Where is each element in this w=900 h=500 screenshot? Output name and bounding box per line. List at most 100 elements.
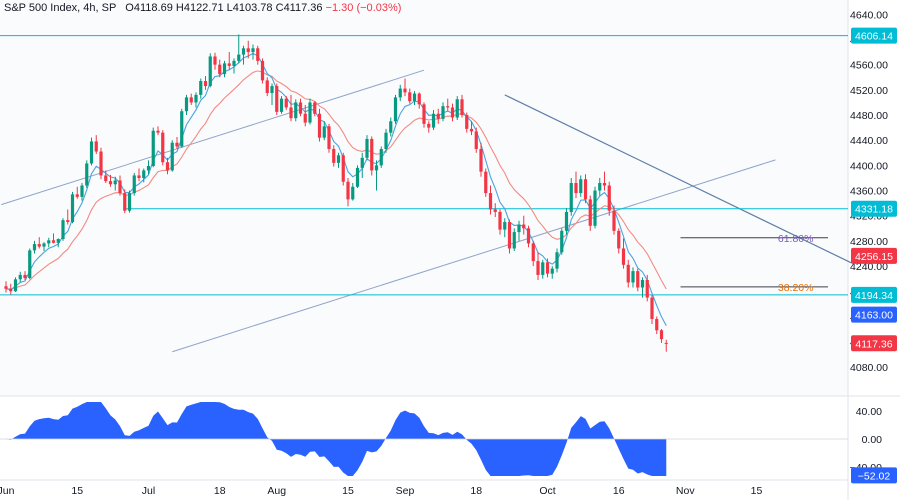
- candle: [308, 98, 312, 125]
- candle: [104, 170, 108, 184]
- candle: [94, 135, 98, 155]
- candle: [289, 94, 293, 122]
- candle-body: [94, 141, 98, 152]
- candle: [18, 271, 22, 283]
- close-label: C: [275, 2, 284, 14]
- candle: [436, 108, 440, 124]
- price-badge-0-label: 4256.15: [855, 251, 893, 263]
- candle-body: [574, 183, 578, 194]
- price-tick-label: 4480.00: [850, 110, 888, 122]
- fib-label-0: 61.80%: [778, 233, 814, 245]
- price-tick-label: 4520.00: [850, 85, 888, 97]
- level-badge-1-label: 4331.18: [855, 204, 893, 216]
- candle: [507, 219, 512, 254]
- fib-label-1: 38.20%: [778, 282, 814, 294]
- candle: [650, 295, 654, 325]
- candle-body: [66, 220, 70, 223]
- candle-body: [89, 141, 94, 164]
- candle: [446, 98, 450, 112]
- candle-body: [507, 222, 512, 249]
- candle-body: [403, 88, 407, 93]
- level-badge-0-bg: [851, 27, 897, 44]
- candle: [517, 220, 521, 241]
- candle: [465, 112, 469, 133]
- candle: [412, 91, 417, 105]
- candle-body: [85, 163, 89, 186]
- price-badge-0-bg: [851, 247, 897, 264]
- candle-body: [142, 170, 146, 178]
- time-tick-label: 18: [214, 485, 226, 497]
- candle-body: [659, 330, 664, 340]
- candle-body: [431, 113, 436, 128]
- candle-body: [593, 190, 597, 226]
- candle: [294, 99, 298, 122]
- candle-body: [446, 106, 450, 108]
- candle: [626, 259, 630, 288]
- price-tick-label: 4640.00: [850, 9, 888, 21]
- candle: [522, 215, 526, 235]
- candle: [113, 176, 117, 191]
- candle-body: [227, 63, 231, 66]
- candle: [9, 283, 13, 295]
- candle-body: [664, 342, 668, 344]
- candle: [602, 171, 607, 191]
- candle-body: [469, 128, 474, 132]
- candle-body: [555, 252, 559, 269]
- candle-body: [213, 56, 217, 65]
- candle: [631, 267, 635, 288]
- candle: [365, 135, 369, 161]
- candle-body: [56, 239, 60, 243]
- candle: [189, 93, 193, 105]
- candle-body: [374, 165, 379, 171]
- candle-body: [655, 318, 659, 331]
- candle-body: [583, 179, 588, 200]
- candle-body: [51, 240, 56, 243]
- candle: [408, 88, 412, 104]
- price-tick-label: 4240.00: [850, 261, 888, 273]
- candle: [441, 102, 445, 122]
- candle: [265, 77, 269, 97]
- time-tick-label: 18: [470, 485, 482, 497]
- candle: [574, 171, 578, 199]
- candle-body: [289, 107, 293, 119]
- candle-body: [569, 183, 573, 212]
- candle: [303, 104, 307, 127]
- candle: [564, 208, 569, 235]
- price-badge-2-label: 4117.36: [855, 338, 892, 350]
- candle: [127, 190, 132, 213]
- candle: [360, 152, 364, 178]
- candle-body: [636, 271, 640, 288]
- candle-body: [270, 86, 274, 93]
- candle-body: [123, 193, 127, 211]
- candle-body: [184, 97, 189, 112]
- candle-body: [417, 93, 421, 105]
- candle: [194, 92, 198, 108]
- price-badge-1-bg: [851, 306, 897, 323]
- candle: [56, 238, 60, 248]
- candle-body: [365, 138, 369, 158]
- candle: [526, 225, 531, 248]
- candle-body: [531, 243, 535, 262]
- candle-body: [579, 179, 583, 194]
- candle: [37, 237, 41, 249]
- candle-body: [332, 149, 336, 163]
- candle-body: [384, 132, 388, 150]
- candle: [379, 146, 383, 168]
- candle: [85, 160, 89, 189]
- candle-body: [161, 132, 165, 163]
- ema-slow-line: [5, 70, 667, 290]
- candle: [313, 101, 317, 117]
- candle: [493, 203, 497, 217]
- time-tick-label: 15: [342, 485, 354, 497]
- candle-body: [455, 99, 459, 118]
- candle: [222, 60, 227, 78]
- candle: [455, 96, 459, 121]
- candle: [161, 130, 165, 166]
- candle: [588, 195, 592, 231]
- candle-body: [379, 149, 383, 166]
- osc-badge-bg: [851, 467, 897, 484]
- chart-header: S&P 500 Index, 4h, SP O4118.69 H4122.71 …: [4, 2, 401, 14]
- candle-body: [275, 86, 279, 112]
